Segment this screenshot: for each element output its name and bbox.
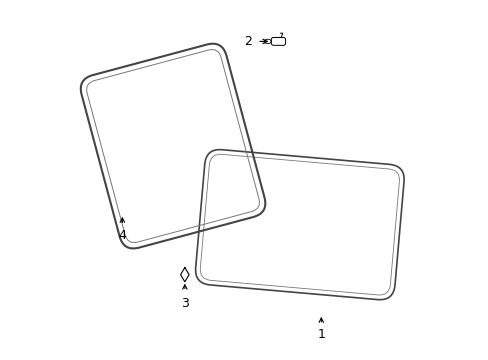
Text: 4: 4	[118, 229, 126, 242]
Text: 1: 1	[317, 328, 325, 341]
FancyBboxPatch shape	[271, 37, 285, 45]
Text: 3: 3	[181, 297, 188, 310]
Text: 2: 2	[244, 35, 251, 48]
